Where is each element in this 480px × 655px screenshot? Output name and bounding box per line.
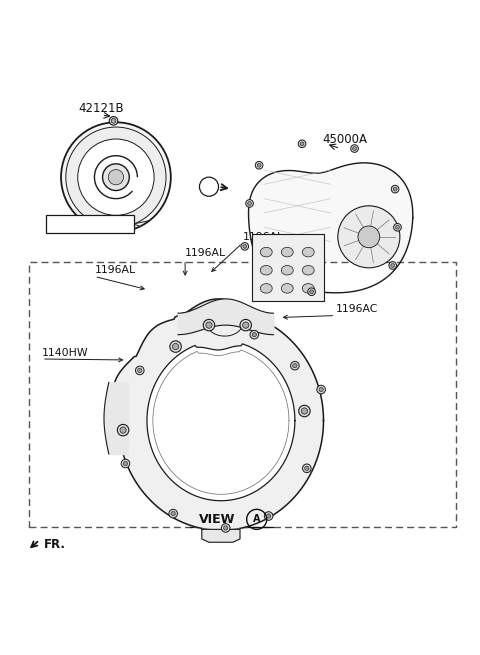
Circle shape: [123, 461, 128, 466]
Text: A: A: [205, 182, 213, 191]
Ellipse shape: [260, 265, 272, 275]
Circle shape: [338, 206, 400, 268]
Ellipse shape: [302, 265, 314, 275]
Ellipse shape: [260, 284, 272, 293]
Circle shape: [199, 177, 218, 196]
Circle shape: [302, 464, 311, 472]
Polygon shape: [147, 344, 295, 500]
Circle shape: [224, 526, 228, 530]
Circle shape: [300, 142, 304, 145]
Circle shape: [298, 140, 306, 147]
Circle shape: [310, 290, 313, 293]
Circle shape: [138, 368, 142, 373]
Circle shape: [319, 387, 323, 392]
Circle shape: [293, 364, 297, 368]
Circle shape: [389, 261, 396, 269]
Circle shape: [66, 127, 166, 227]
Circle shape: [255, 161, 263, 169]
Circle shape: [121, 459, 130, 468]
Circle shape: [266, 514, 271, 518]
Circle shape: [248, 202, 252, 205]
Text: FR.: FR.: [44, 538, 66, 551]
Text: 1196AL: 1196AL: [242, 232, 284, 242]
Circle shape: [394, 223, 401, 231]
Circle shape: [308, 288, 315, 295]
Circle shape: [243, 244, 247, 248]
Text: 42121B: 42121B: [79, 102, 124, 115]
Circle shape: [250, 330, 259, 339]
Circle shape: [301, 408, 308, 414]
Circle shape: [391, 185, 399, 193]
Circle shape: [171, 512, 175, 515]
Circle shape: [305, 466, 309, 470]
Ellipse shape: [302, 248, 314, 257]
Circle shape: [111, 119, 116, 123]
Circle shape: [242, 322, 249, 328]
Circle shape: [252, 333, 256, 337]
Circle shape: [221, 523, 230, 533]
Circle shape: [290, 362, 299, 370]
Circle shape: [108, 170, 123, 185]
Polygon shape: [202, 529, 240, 542]
Circle shape: [240, 320, 252, 331]
Ellipse shape: [260, 248, 272, 257]
Circle shape: [241, 242, 249, 250]
Circle shape: [135, 366, 144, 375]
Circle shape: [393, 187, 397, 191]
Circle shape: [103, 164, 129, 191]
Circle shape: [206, 322, 212, 328]
Circle shape: [264, 512, 273, 520]
Polygon shape: [249, 163, 413, 293]
Circle shape: [391, 263, 395, 267]
Text: 1196AL: 1196AL: [185, 248, 226, 258]
Circle shape: [120, 427, 126, 433]
Circle shape: [299, 405, 310, 417]
Circle shape: [117, 424, 129, 436]
Circle shape: [78, 139, 154, 215]
Text: A: A: [253, 514, 261, 525]
Circle shape: [317, 385, 325, 394]
Text: VIEW: VIEW: [199, 513, 235, 526]
Circle shape: [61, 122, 171, 232]
Circle shape: [170, 341, 181, 352]
Text: 1196AC: 1196AC: [336, 304, 378, 314]
Ellipse shape: [281, 284, 293, 293]
Circle shape: [396, 225, 399, 229]
Circle shape: [358, 226, 380, 248]
FancyBboxPatch shape: [252, 234, 324, 301]
Text: 1196AL: 1196AL: [95, 265, 135, 275]
Circle shape: [353, 147, 357, 151]
FancyBboxPatch shape: [29, 262, 456, 527]
Circle shape: [351, 145, 359, 153]
Text: REF. 43-453: REF. 43-453: [59, 219, 120, 229]
Polygon shape: [113, 299, 324, 531]
Circle shape: [257, 163, 261, 167]
Circle shape: [203, 320, 215, 331]
Ellipse shape: [281, 248, 293, 257]
Circle shape: [172, 343, 179, 350]
Circle shape: [109, 117, 118, 125]
Text: 1140HW: 1140HW: [42, 348, 89, 358]
Circle shape: [246, 200, 253, 207]
Bar: [46, 215, 134, 233]
Ellipse shape: [281, 265, 293, 275]
Circle shape: [169, 510, 178, 518]
Text: 45000A: 45000A: [323, 133, 368, 146]
Ellipse shape: [302, 284, 314, 293]
